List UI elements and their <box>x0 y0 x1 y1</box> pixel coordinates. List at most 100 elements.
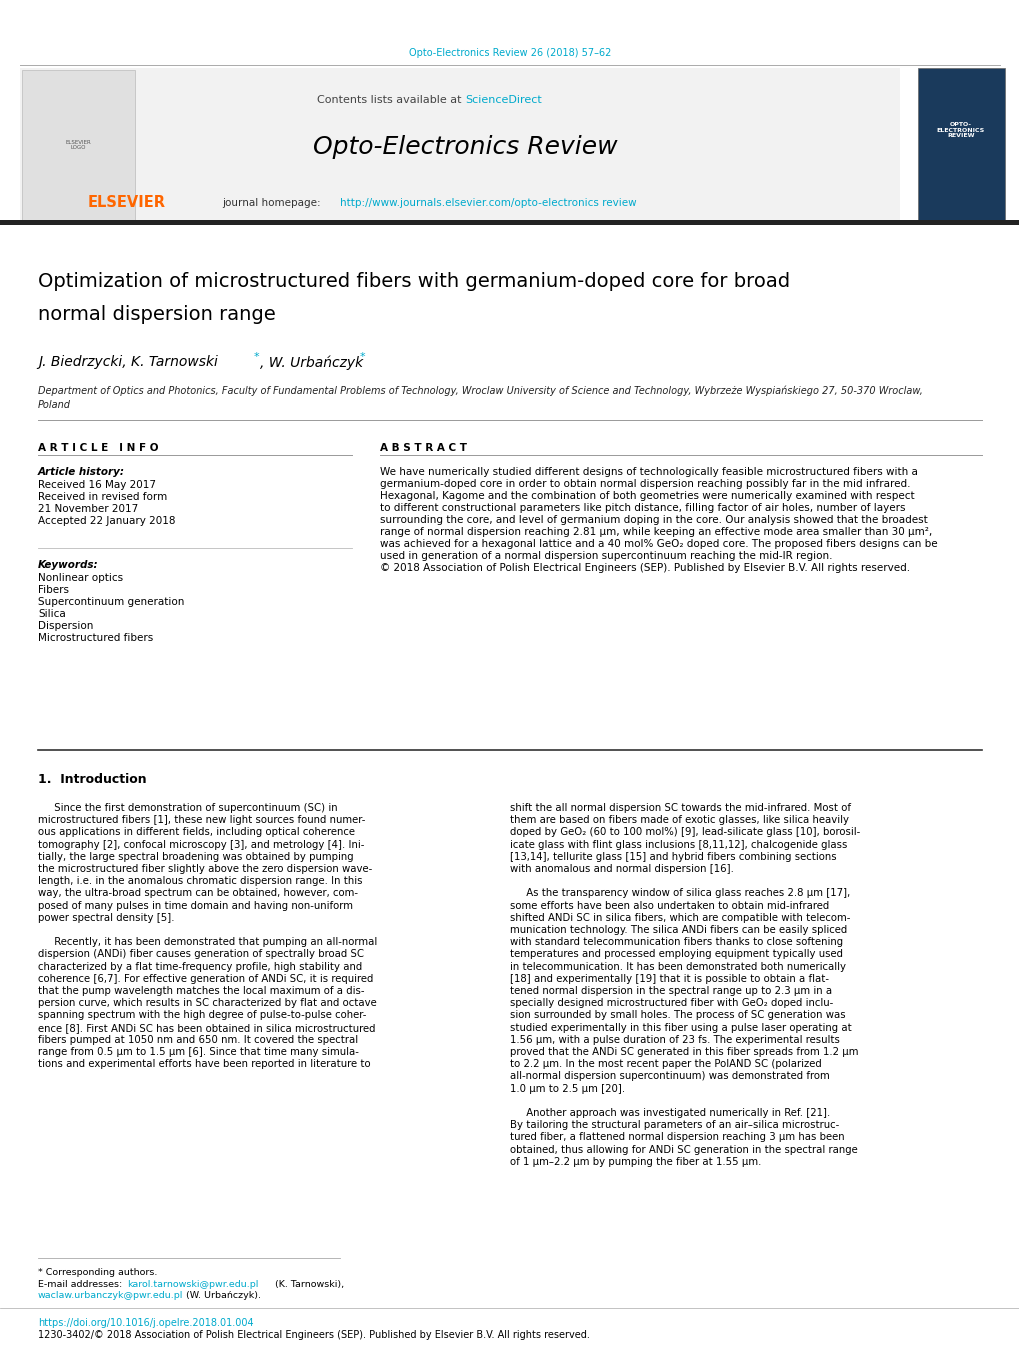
Text: tially, the large spectral broadening was obtained by pumping: tially, the large spectral broadening wa… <box>38 851 354 862</box>
Text: range of normal dispersion reaching 2.81 μm, while keeping an effective mode are: range of normal dispersion reaching 2.81… <box>380 527 931 536</box>
Text: Contents lists available at: Contents lists available at <box>317 95 465 105</box>
Text: proved that the ANDi SC generated in this fiber spreads from 1.2 μm: proved that the ANDi SC generated in thi… <box>510 1047 858 1056</box>
Bar <box>20 68 899 222</box>
Text: spanning spectrum with the high degree of pulse-to-pulse coher-: spanning spectrum with the high degree o… <box>38 1011 366 1020</box>
Text: Silica: Silica <box>38 609 65 619</box>
Text: *: * <box>360 353 365 362</box>
Text: doped by GeO₂ (60 to 100 mol%) [9], lead-silicate glass [10], borosil-: doped by GeO₂ (60 to 100 mol%) [9], lead… <box>510 827 859 838</box>
Text: Microstructured fibers: Microstructured fibers <box>38 634 153 643</box>
Text: some efforts have been also undertaken to obtain mid-infrared: some efforts have been also undertaken t… <box>510 901 828 911</box>
Text: dispersion (ANDi) fiber causes generation of spectrally broad SC: dispersion (ANDi) fiber causes generatio… <box>38 950 364 959</box>
Text: Nonlinear optics: Nonlinear optics <box>38 573 123 584</box>
Text: to 2.2 μm. In the most recent paper the PolAND SC (polarized: to 2.2 μm. In the most recent paper the … <box>510 1059 821 1069</box>
Text: Another approach was investigated numerically in Ref. [21].: Another approach was investigated numeri… <box>510 1108 829 1119</box>
Text: https://doi.org/10.1016/j.opelre.2018.01.004: https://doi.org/10.1016/j.opelre.2018.01… <box>38 1319 254 1328</box>
Text: Keywords:: Keywords: <box>38 561 99 570</box>
Text: munication technology. The silica ANDi fibers can be easily spliced: munication technology. The silica ANDi f… <box>510 925 847 935</box>
Text: (W. Urbańczyk).: (W. Urbańczyk). <box>182 1292 261 1300</box>
Text: in telecommunication. It has been demonstrated both numerically: in telecommunication. It has been demons… <box>510 962 845 971</box>
Text: OPTO-
ELECTRONICS
REVIEW: OPTO- ELECTRONICS REVIEW <box>936 122 984 138</box>
Text: 21 November 2017: 21 November 2017 <box>38 504 139 513</box>
Text: (K. Tarnowski),: (K. Tarnowski), <box>272 1279 343 1289</box>
Text: http://www.journals.elsevier.com/opto-electronics review: http://www.journals.elsevier.com/opto-el… <box>339 199 636 208</box>
Text: of 1 μm–2.2 μm by pumping the fiber at 1.55 μm.: of 1 μm–2.2 μm by pumping the fiber at 1… <box>510 1156 760 1167</box>
Text: [13,14], tellurite glass [15] and hybrid fibers combining sections: [13,14], tellurite glass [15] and hybrid… <box>510 851 836 862</box>
Text: with standard telecommunication fibers thanks to close softening: with standard telecommunication fibers t… <box>510 938 843 947</box>
Text: temperatures and processed employing equipment typically used: temperatures and processed employing equ… <box>510 950 842 959</box>
Text: ence [8]. First ANDi SC has been obtained in silica microstructured: ence [8]. First ANDi SC has been obtaine… <box>38 1023 375 1032</box>
Text: tured fiber, a flattened normal dispersion reaching 3 μm has been: tured fiber, a flattened normal dispersi… <box>510 1132 844 1143</box>
Text: , W. Urbańczyk: , W. Urbańczyk <box>260 355 363 370</box>
Text: power spectral density [5].: power spectral density [5]. <box>38 913 174 923</box>
Text: length, i.e. in the anomalous chromatic dispersion range. In this: length, i.e. in the anomalous chromatic … <box>38 877 362 886</box>
Text: ScienceDirect: ScienceDirect <box>465 95 541 105</box>
Text: them are based on fibers made of exotic glasses, like silica heavily: them are based on fibers made of exotic … <box>510 815 848 825</box>
Text: Supercontinuum generation: Supercontinuum generation <box>38 597 184 607</box>
Text: * Corresponding authors.: * Corresponding authors. <box>38 1269 157 1277</box>
Text: persion curve, which results in SC characterized by flat and octave: persion curve, which results in SC chara… <box>38 998 376 1008</box>
Text: germanium-doped core in order to obtain normal dispersion reaching possibly far : germanium-doped core in order to obtain … <box>380 480 910 489</box>
Text: coherence [6,7]. For effective generation of ANDi SC, it is required: coherence [6,7]. For effective generatio… <box>38 974 373 984</box>
Text: J. Biedrzycki, K. Tarnowski: J. Biedrzycki, K. Tarnowski <box>38 355 218 369</box>
Text: Opto-Electronics Review: Opto-Electronics Review <box>313 135 616 159</box>
Text: [18] and experimentally [19] that it is possible to obtain a flat-: [18] and experimentally [19] that it is … <box>510 974 828 984</box>
Text: Optimization of microstructured fibers with germanium-doped core for broad: Optimization of microstructured fibers w… <box>38 272 790 290</box>
Text: A R T I C L E   I N F O: A R T I C L E I N F O <box>38 443 158 453</box>
Text: shifted ANDi SC in silica fibers, which are compatible with telecom-: shifted ANDi SC in silica fibers, which … <box>510 913 850 923</box>
Text: posed of many pulses in time domain and having non-uniform: posed of many pulses in time domain and … <box>38 901 353 911</box>
Text: By tailoring the structural parameters of an air–silica microstruc-: By tailoring the structural parameters o… <box>510 1120 839 1131</box>
Text: Received in revised form: Received in revised form <box>38 492 167 503</box>
Text: tomography [2], confocal microscopy [3], and metrology [4]. Ini-: tomography [2], confocal microscopy [3],… <box>38 839 364 850</box>
Text: Department of Optics and Photonics, Faculty of Fundamental Problems of Technolog: Department of Optics and Photonics, Facu… <box>38 385 922 396</box>
Text: waclaw.urbanczyk@pwr.edu.pl: waclaw.urbanczyk@pwr.edu.pl <box>38 1292 183 1300</box>
Text: Fibers: Fibers <box>38 585 69 594</box>
Text: ELSEVIER
LOGO: ELSEVIER LOGO <box>65 139 91 150</box>
Text: surrounding the core, and level of germanium doping in the core. Our analysis sh: surrounding the core, and level of germa… <box>380 515 927 526</box>
Text: ous applications in different fields, including optical coherence: ous applications in different fields, in… <box>38 827 355 838</box>
Text: with anomalous and normal dispersion [16].: with anomalous and normal dispersion [16… <box>510 865 733 874</box>
Text: icate glass with flint glass inclusions [8,11,12], chalcogenide glass: icate glass with flint glass inclusions … <box>510 839 847 850</box>
Bar <box>22 70 135 220</box>
Text: Since the first demonstration of supercontinuum (SC) in: Since the first demonstration of superco… <box>38 802 337 813</box>
Text: 1.56 μm, with a pulse duration of 23 fs. The experimental results: 1.56 μm, with a pulse duration of 23 fs.… <box>510 1035 839 1044</box>
Text: *: * <box>254 353 260 362</box>
Text: used in generation of a normal dispersion supercontinuum reaching the mid-IR reg: used in generation of a normal dispersio… <box>380 551 832 561</box>
Text: studied experimentally in this fiber using a pulse laser operating at: studied experimentally in this fiber usi… <box>510 1023 851 1032</box>
Text: A B S T R A C T: A B S T R A C T <box>380 443 467 453</box>
Text: characterized by a flat time-frequency profile, high stability and: characterized by a flat time-frequency p… <box>38 962 362 971</box>
Text: Recently, it has been demonstrated that pumping an all-normal: Recently, it has been demonstrated that … <box>38 938 377 947</box>
Text: 1.0 μm to 2.5 μm [20].: 1.0 μm to 2.5 μm [20]. <box>510 1084 625 1093</box>
Text: 1230-3402/© 2018 Association of Polish Electrical Engineers (SEP). Published by : 1230-3402/© 2018 Association of Polish E… <box>38 1329 589 1340</box>
Text: journal homepage:: journal homepage: <box>222 199 324 208</box>
Text: As the transparency window of silica glass reaches 2.8 μm [17],: As the transparency window of silica gla… <box>510 889 850 898</box>
Text: Poland: Poland <box>38 400 71 409</box>
Text: shift the all normal dispersion SC towards the mid-infrared. Most of: shift the all normal dispersion SC towar… <box>510 802 850 813</box>
Text: Received 16 May 2017: Received 16 May 2017 <box>38 480 156 490</box>
Text: way, the ultra-broad spectrum can be obtained, however, com-: way, the ultra-broad spectrum can be obt… <box>38 889 358 898</box>
Text: sion surrounded by small holes. The process of SC generation was: sion surrounded by small holes. The proc… <box>510 1011 845 1020</box>
Text: karol.tarnowski@pwr.edu.pl: karol.tarnowski@pwr.edu.pl <box>127 1279 258 1289</box>
Text: tions and experimental efforts have been reported in literature to: tions and experimental efforts have been… <box>38 1059 370 1069</box>
Text: tened normal dispersion in the spectral range up to 2.3 μm in a: tened normal dispersion in the spectral … <box>510 986 832 996</box>
Text: Dispersion: Dispersion <box>38 621 94 631</box>
Text: fibers pumped at 1050 nm and 650 nm. It covered the spectral: fibers pumped at 1050 nm and 650 nm. It … <box>38 1035 358 1044</box>
Text: microstructured fibers [1], these new light sources found numer-: microstructured fibers [1], these new li… <box>38 815 365 825</box>
Text: normal dispersion range: normal dispersion range <box>38 305 275 324</box>
Text: the microstructured fiber slightly above the zero dispersion wave-: the microstructured fiber slightly above… <box>38 865 372 874</box>
Text: was achieved for a hexagonal lattice and a 40 mol% GeO₂ doped core. The proposed: was achieved for a hexagonal lattice and… <box>380 539 936 549</box>
Text: specially designed microstructured fiber with GeO₂ doped inclu-: specially designed microstructured fiber… <box>510 998 833 1008</box>
Text: 1.  Introduction: 1. Introduction <box>38 773 147 786</box>
Text: to different constructional parameters like pitch distance, filling factor of ai: to different constructional parameters l… <box>380 503 905 513</box>
Text: obtained, thus allowing for ANDi SC generation in the spectral range: obtained, thus allowing for ANDi SC gene… <box>510 1144 857 1155</box>
Text: Hexagonal, Kagome and the combination of both geometries were numerically examin: Hexagonal, Kagome and the combination of… <box>380 490 914 501</box>
Text: Accepted 22 January 2018: Accepted 22 January 2018 <box>38 516 175 526</box>
Text: We have numerically studied different designs of technologically feasible micros: We have numerically studied different de… <box>380 467 917 477</box>
Text: Opto-Electronics Review 26 (2018) 57–62: Opto-Electronics Review 26 (2018) 57–62 <box>409 49 610 58</box>
Bar <box>917 68 1004 220</box>
Text: © 2018 Association of Polish Electrical Engineers (SEP). Published by Elsevier B: © 2018 Association of Polish Electrical … <box>380 563 909 573</box>
Text: ELSEVIER: ELSEVIER <box>88 195 166 209</box>
Text: Article history:: Article history: <box>38 467 125 477</box>
Bar <box>0 220 1019 226</box>
Text: all-normal dispersion supercontinuum) was demonstrated from: all-normal dispersion supercontinuum) wa… <box>510 1071 828 1081</box>
Text: E-mail addresses:: E-mail addresses: <box>38 1279 125 1289</box>
